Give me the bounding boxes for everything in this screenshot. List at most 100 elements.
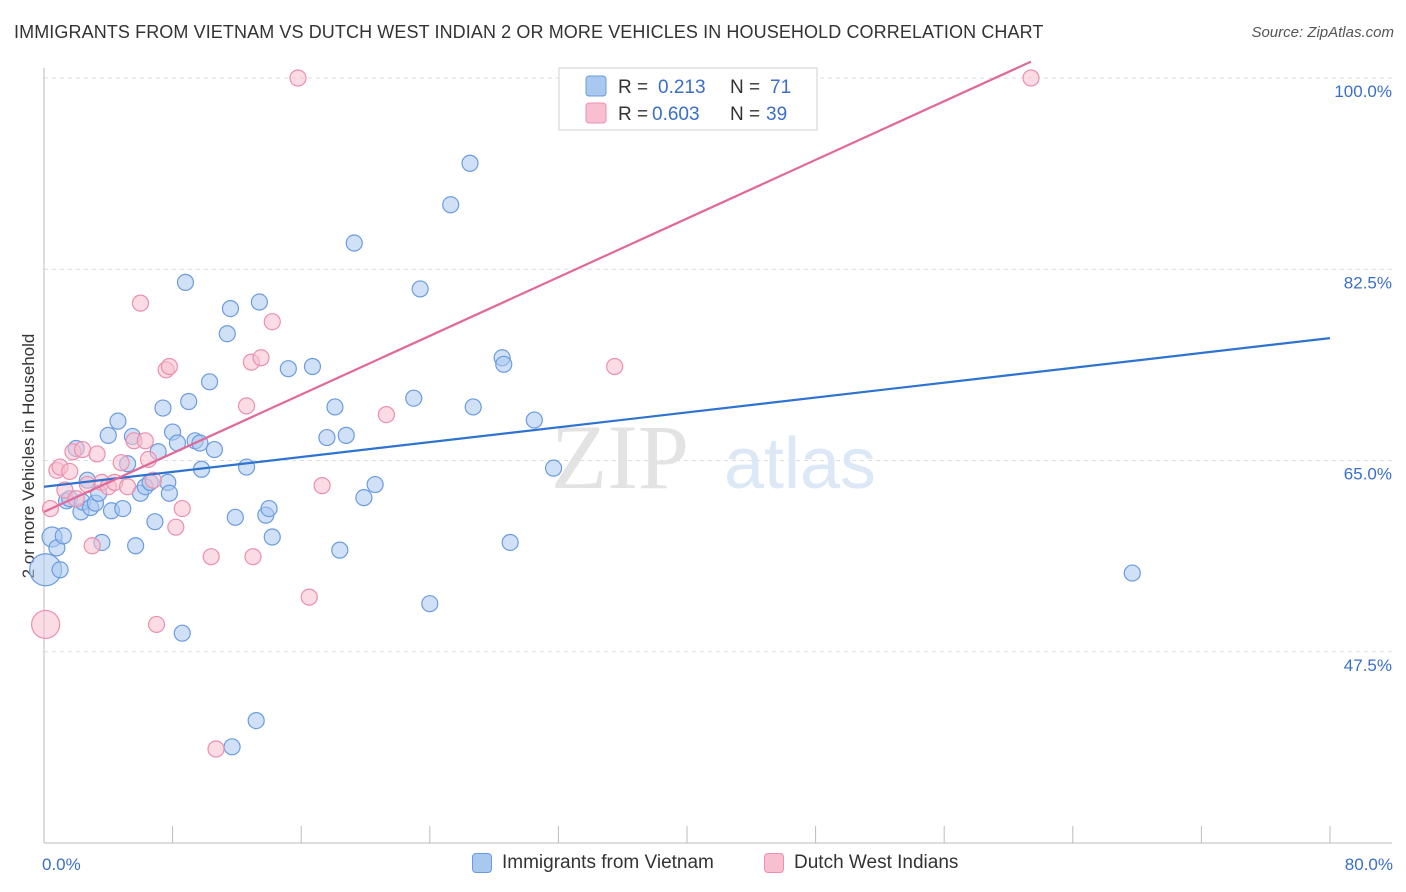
point-dutch-west-indian bbox=[88, 445, 106, 463]
points-layer bbox=[29, 69, 1141, 758]
legend-label-vietnam: Immigrants from Vietnam bbox=[502, 852, 714, 873]
point-vietnam bbox=[326, 398, 344, 416]
point-dutch-west-indian bbox=[252, 349, 270, 367]
point-vietnam bbox=[176, 273, 195, 291]
point-dutch-west-indian bbox=[167, 518, 185, 536]
point-dutch-west-indian bbox=[131, 294, 150, 312]
point-vietnam bbox=[1123, 564, 1141, 582]
point-vietnam bbox=[495, 355, 513, 373]
point-vietnam bbox=[260, 499, 278, 518]
point-vietnam bbox=[109, 412, 127, 430]
chart-title: IMMIGRANTS FROM VIETNAM VS DUTCH WEST IN… bbox=[14, 22, 1044, 42]
bottom-legend: Immigrants from Vietnam Dutch West India… bbox=[0, 852, 1406, 878]
legend-swatch-vietnam bbox=[585, 75, 607, 97]
point-dutch-west-indian bbox=[606, 357, 624, 376]
legend-r-value: 0.603 bbox=[652, 104, 700, 125]
point-vietnam bbox=[200, 373, 219, 391]
point-vietnam bbox=[279, 360, 297, 378]
point-dutch-west-indian bbox=[73, 440, 92, 459]
point-dutch-west-indian bbox=[377, 406, 395, 424]
x-tick-label: 0.0% bbox=[42, 855, 81, 874]
point-vietnam bbox=[461, 154, 479, 172]
point-vietnam bbox=[99, 426, 117, 444]
point-vietnam bbox=[247, 711, 265, 730]
point-vietnam bbox=[318, 428, 336, 447]
point-vietnam bbox=[127, 537, 145, 555]
point-vietnam bbox=[405, 389, 423, 407]
legend-item-dutch[interactable]: Dutch West Indians bbox=[764, 852, 958, 874]
point-dutch-west-indian bbox=[237, 397, 256, 415]
point-dutch-west-indian bbox=[61, 462, 79, 481]
swatch-vietnam bbox=[472, 853, 492, 873]
watermark: ZIP atlas bbox=[551, 406, 876, 508]
point-vietnam bbox=[501, 533, 519, 552]
point-dutch-west-indian bbox=[144, 471, 162, 489]
point-dutch-west-indian bbox=[56, 481, 74, 499]
point-vietnam bbox=[331, 541, 349, 559]
legend-n-value: 71 bbox=[770, 77, 791, 98]
point-vietnam bbox=[54, 527, 72, 545]
trend-layer bbox=[43, 60, 1331, 513]
point-vietnam bbox=[114, 499, 132, 518]
swatch-dutch bbox=[764, 853, 784, 873]
legend-label-dutch: Dutch West Indians bbox=[794, 852, 959, 873]
legend-n-label: N = bbox=[730, 104, 760, 125]
point-dutch-west-indian bbox=[202, 548, 220, 566]
point-dutch-west-indian bbox=[300, 588, 318, 606]
axis-layer: 47.5% 65.0% 82.5% 100.0% 0.0% 80.0% bbox=[42, 68, 1393, 874]
point-dutch-west-indian bbox=[118, 478, 137, 496]
point-dutch-west-indian bbox=[83, 537, 101, 555]
point-dutch-west-indian bbox=[173, 499, 191, 518]
legend-n-value: 39 bbox=[766, 104, 787, 125]
trendline-vietnam bbox=[43, 337, 1331, 488]
point-vietnam bbox=[464, 398, 482, 416]
point-dutch-west-indian bbox=[160, 357, 178, 376]
trendline-dutch-west-indian bbox=[43, 60, 1032, 513]
point-vietnam bbox=[345, 234, 363, 252]
point-dutch-west-indian bbox=[244, 548, 262, 566]
point-dutch-west-indian bbox=[136, 432, 154, 450]
legend-r-label: R = bbox=[618, 77, 648, 98]
legend-r-label: R = bbox=[618, 104, 648, 125]
point-vietnam bbox=[442, 196, 460, 214]
point-vietnam bbox=[51, 561, 69, 579]
point-dutch-west-indian bbox=[313, 477, 331, 495]
point-vietnam bbox=[250, 293, 269, 311]
source-credit: Source: ZipAtlas.com bbox=[1251, 24, 1394, 41]
point-vietnam bbox=[226, 508, 244, 526]
point-vietnam bbox=[173, 624, 191, 642]
point-dutch-west-indian bbox=[1022, 69, 1040, 87]
point-vietnam bbox=[180, 392, 198, 411]
legend-r-value: 0.213 bbox=[658, 77, 706, 98]
point-vietnam bbox=[366, 475, 384, 494]
point-vietnam bbox=[160, 484, 178, 502]
point-vietnam bbox=[146, 513, 164, 531]
point-vietnam bbox=[337, 426, 355, 444]
y-tick-label: 47.5% bbox=[1344, 656, 1392, 675]
point-dutch-west-indian bbox=[207, 740, 225, 758]
watermark-atlas: atlas bbox=[724, 424, 876, 504]
point-dutch-west-indian bbox=[112, 454, 130, 472]
legend-n-label: N = bbox=[730, 77, 760, 98]
x-tick-label: 80.0% bbox=[1345, 855, 1393, 874]
legend-item-vietnam[interactable]: Immigrants from Vietnam bbox=[472, 852, 714, 874]
y-tick-label: 82.5% bbox=[1344, 273, 1392, 292]
point-vietnam bbox=[218, 325, 236, 343]
point-vietnam bbox=[525, 411, 543, 429]
point-vietnam bbox=[303, 357, 322, 376]
watermark-zip: ZIP bbox=[551, 406, 689, 508]
legend-swatch-dutch bbox=[585, 102, 607, 124]
y-tick-label: 65.0% bbox=[1344, 465, 1392, 484]
point-vietnam bbox=[263, 528, 281, 546]
point-vietnam bbox=[221, 299, 240, 318]
point-vietnam bbox=[421, 595, 439, 613]
point-vietnam bbox=[237, 458, 256, 476]
point-dutch-west-indian bbox=[147, 615, 166, 634]
point-vietnam bbox=[544, 459, 563, 477]
point-vietnam bbox=[205, 440, 223, 459]
point-dutch-west-indian bbox=[263, 313, 281, 331]
legend-box: R = 0.213 N = 71 R = 0.603 N = 39 bbox=[558, 67, 818, 131]
point-dutch-west-indian bbox=[289, 69, 307, 87]
point-vietnam bbox=[411, 280, 429, 298]
